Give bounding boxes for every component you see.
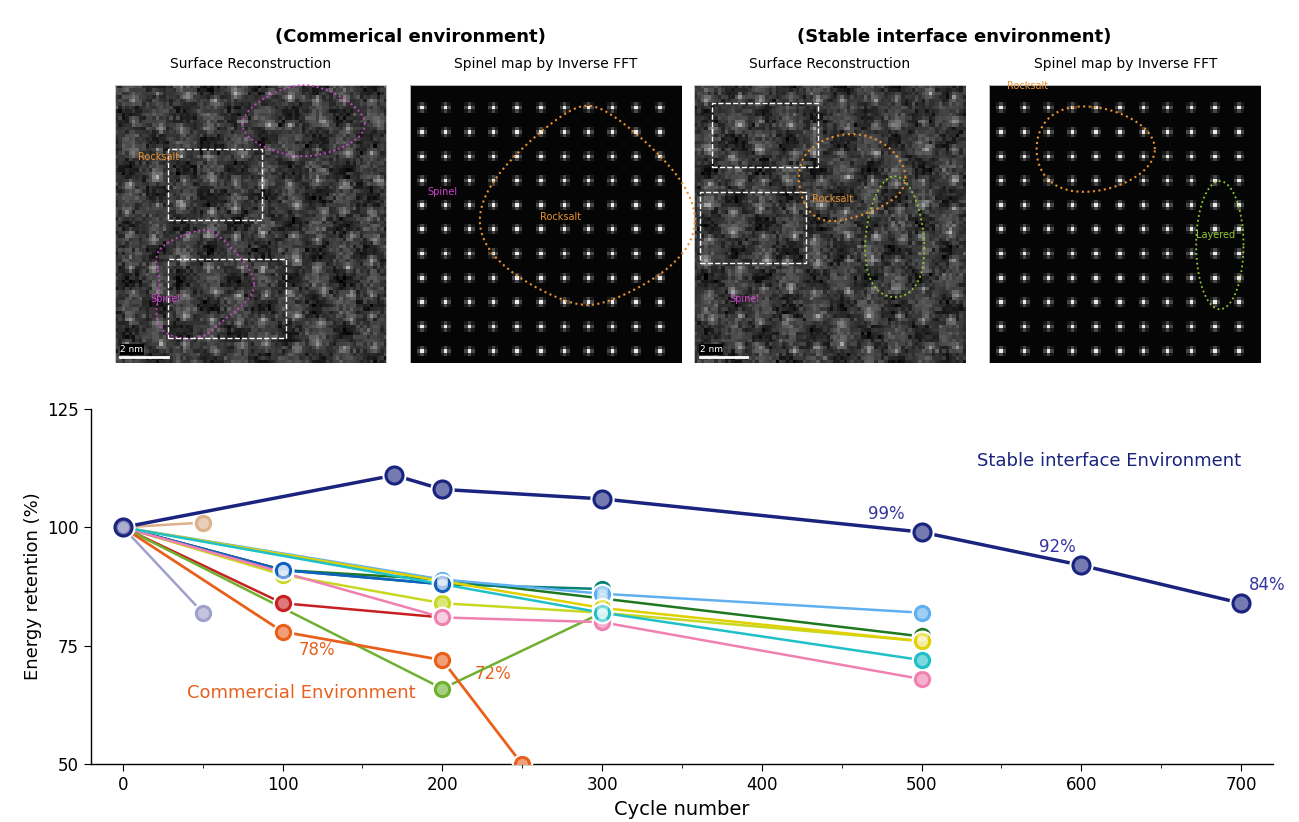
Text: Commercial Environment: Commercial Environment	[187, 684, 416, 702]
Text: 92%: 92%	[1039, 538, 1076, 556]
Text: Spinel: Spinel	[151, 294, 181, 304]
Text: Surface Reconstruction: Surface Reconstruction	[750, 57, 911, 71]
Bar	[168, 260, 286, 338]
Text: Layered: Layered	[1196, 230, 1235, 240]
Text: Spinel: Spinel	[729, 294, 760, 304]
Bar	[694, 85, 965, 363]
Bar	[168, 149, 262, 220]
X-axis label: Cycle number: Cycle number	[614, 800, 750, 819]
Text: 72%: 72%	[474, 665, 511, 683]
Text: Spinel map by Inverse FFT: Spinel map by Inverse FFT	[1034, 57, 1217, 71]
Text: Surface Reconstruction: Surface Reconstruction	[170, 57, 331, 71]
Text: (Commerical environment): (Commerical environment)	[274, 28, 546, 46]
Text: Spinel: Spinel	[427, 187, 459, 197]
Text: Rocksalt: Rocksalt	[1007, 81, 1048, 90]
Text: 78%: 78%	[299, 641, 335, 659]
Text: Rocksalt: Rocksalt	[138, 152, 179, 162]
Text: 99%: 99%	[868, 505, 905, 523]
Bar	[114, 85, 387, 363]
Text: Spinel map by Inverse FFT: Spinel map by Inverse FFT	[455, 57, 638, 71]
Text: 2 nm: 2 nm	[121, 345, 143, 354]
Bar	[712, 103, 818, 167]
Text: 84%: 84%	[1250, 575, 1286, 593]
Bar	[410, 85, 682, 363]
Text: Rocksalt: Rocksalt	[540, 212, 581, 222]
Text: 2 nm: 2 nm	[700, 345, 722, 354]
Bar	[990, 85, 1261, 363]
Text: Stable interface Environment: Stable interface Environment	[977, 452, 1241, 470]
Text: Rocksalt: Rocksalt	[812, 195, 853, 205]
Bar	[700, 192, 807, 263]
Text: (Stable interface environment): (Stable interface environment)	[796, 28, 1111, 46]
Y-axis label: Energy retention (%): Energy retention (%)	[23, 492, 42, 681]
